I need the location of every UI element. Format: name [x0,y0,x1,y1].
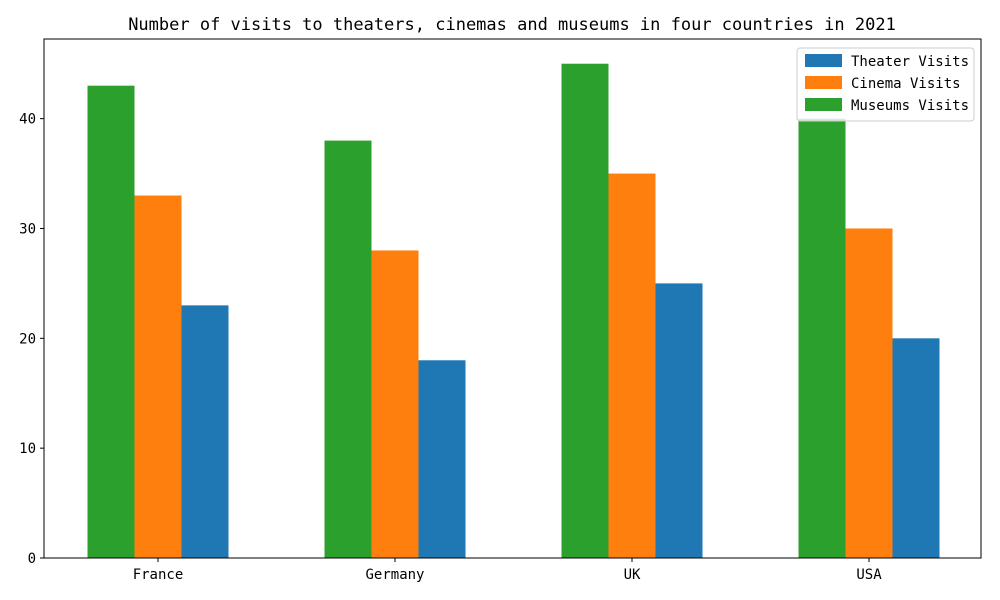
legend-swatch-cinema-visits [805,76,842,89]
plot-frame [43,38,982,559]
bar-cinema-visits-france [134,195,182,558]
x-tick-label: France [133,567,184,583]
y-axis: 0 10 20 30 40 [19,112,44,567]
y-tick-label: 10 [19,441,36,457]
bar-museums-visits-france [87,85,135,558]
x-axis: France Germany UK USA [133,558,882,583]
y-tick-label: 40 [19,112,36,128]
bar-museums-visits-uk [561,63,609,558]
bar-theater-visits-usa [892,338,940,558]
chart-title: Number of visits to theaters, cinemas an… [128,15,896,35]
legend-label-cinema-visits: Cinema Visits [851,76,961,92]
legend-label-museums-visits: Museums Visits [851,98,969,114]
bar-museums-visits-usa [798,118,846,558]
legend-label-theater-visits: Theater Visits [851,54,969,70]
y-tick-label: 0 [28,551,36,567]
legend: Theater Visits Cinema Visits Museums Visit… [796,47,975,122]
y-tick-label: 20 [19,331,36,347]
bar-cinema-visits-uk [608,173,656,559]
bar-theater-visits-uk [655,283,703,558]
y-tick-label: 30 [19,221,36,237]
legend-swatch-theater-visits [805,54,842,67]
bar-theater-visits-germany [418,360,466,558]
bars-layer [87,63,940,559]
bar-cinema-visits-germany [371,250,419,558]
x-tick-label: USA [856,567,882,583]
x-tick-label: UK [624,567,641,583]
bar-theater-visits-france [181,305,229,558]
x-tick-label: Germany [365,567,424,583]
legend-swatch-museums-visits [805,98,842,111]
bar-museums-visits-germany [324,140,372,558]
bar-cinema-visits-usa [845,228,893,558]
